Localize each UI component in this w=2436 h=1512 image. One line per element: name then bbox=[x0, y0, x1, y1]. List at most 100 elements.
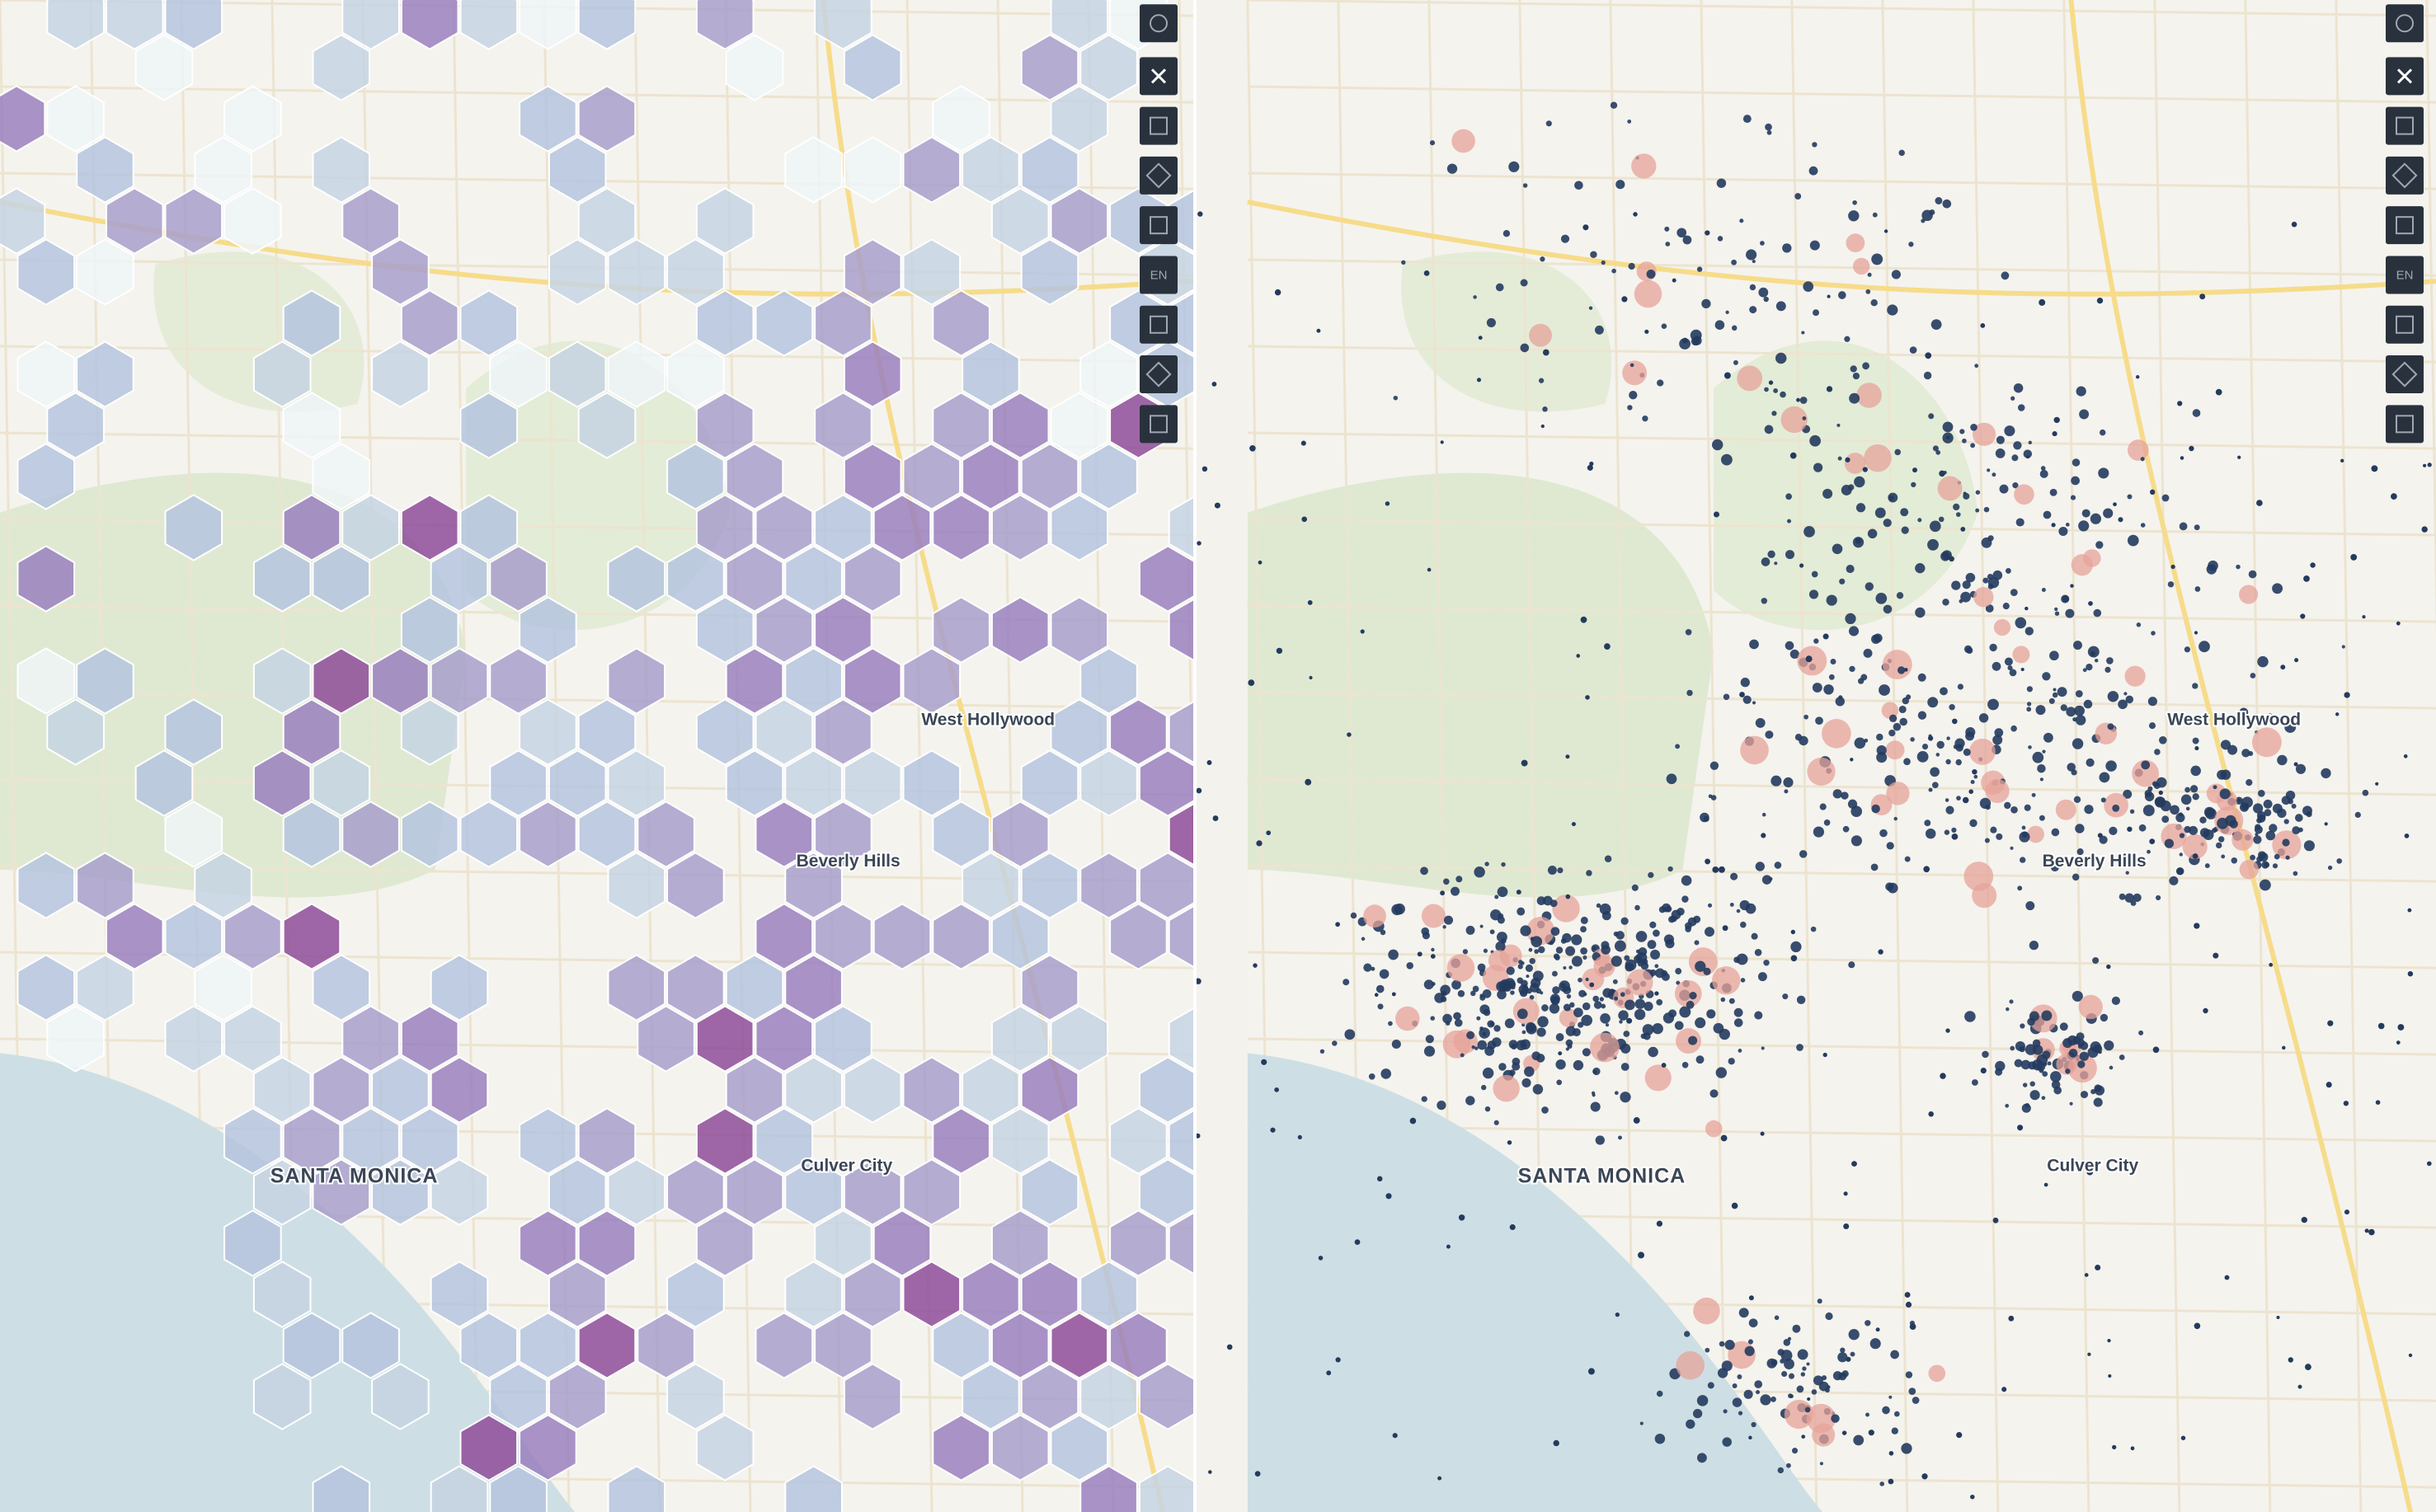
map-control-button[interactable] bbox=[1140, 106, 1178, 145]
dot bbox=[2050, 1071, 2062, 1082]
dot bbox=[1724, 1340, 1735, 1350]
dot bbox=[1649, 921, 1657, 929]
dot bbox=[1761, 875, 1772, 885]
dot bbox=[2076, 848, 2084, 856]
dot bbox=[1276, 647, 1283, 655]
map-control-button[interactable] bbox=[1140, 405, 1178, 444]
dot bbox=[2272, 583, 2283, 594]
map-control-button[interactable] bbox=[2386, 355, 2424, 394]
road bbox=[1247, 85, 2436, 104]
hexagon bbox=[1199, 852, 1256, 918]
dot bbox=[2035, 705, 2046, 716]
dot bbox=[1529, 957, 1535, 965]
dot bbox=[2377, 1022, 2385, 1030]
dot bbox=[1863, 648, 1873, 658]
dot bbox=[1639, 1421, 1644, 1425]
map-control-button[interactable] bbox=[1140, 57, 1178, 96]
dot bbox=[1738, 1049, 1742, 1053]
map-control-button[interactable] bbox=[2386, 206, 2424, 245]
language-label: EN bbox=[2396, 268, 2414, 282]
dot bbox=[1826, 594, 1837, 606]
map-control-button[interactable] bbox=[2386, 106, 2424, 145]
dot bbox=[1974, 364, 1979, 369]
dot bbox=[1628, 262, 1635, 270]
dot bbox=[1786, 1463, 1791, 1468]
dot bbox=[2078, 520, 2090, 532]
dot bbox=[1944, 829, 1950, 835]
dot bbox=[1686, 1000, 1695, 1009]
dot bbox=[2039, 298, 2046, 306]
dot bbox=[2391, 493, 2397, 500]
map-control-button[interactable] bbox=[2386, 57, 2424, 96]
dot bbox=[1248, 679, 1255, 686]
dot bbox=[1732, 1383, 1738, 1388]
dot bbox=[2086, 758, 2095, 768]
hexagon bbox=[932, 801, 990, 868]
hexagon bbox=[548, 1158, 607, 1226]
dot bbox=[1852, 257, 1870, 275]
dot bbox=[1928, 1111, 1934, 1117]
dot bbox=[1807, 1397, 1811, 1402]
hexagon bbox=[519, 698, 577, 766]
close-icon bbox=[1150, 68, 1167, 84]
hexagon bbox=[932, 494, 990, 561]
dot bbox=[1344, 1029, 1356, 1040]
dot bbox=[1521, 1078, 1531, 1087]
map-control-button[interactable] bbox=[2386, 156, 2424, 195]
hexagon bbox=[755, 289, 814, 357]
road bbox=[2335, 0, 2363, 1512]
map-control-button[interactable] bbox=[1140, 4, 1178, 43]
dot bbox=[2341, 645, 2345, 649]
hexagon bbox=[755, 596, 814, 664]
dot bbox=[1520, 925, 1531, 937]
dot bbox=[1388, 949, 1399, 960]
dot bbox=[2043, 732, 2053, 743]
hexagon bbox=[1138, 545, 1193, 613]
dot bbox=[2050, 862, 2059, 872]
map-control-button[interactable] bbox=[2386, 4, 2424, 43]
button-bg bbox=[1140, 256, 1178, 294]
dot bbox=[1360, 629, 1365, 634]
dot bbox=[1633, 212, 1638, 217]
dot bbox=[2025, 901, 2035, 911]
dot bbox=[1716, 178, 1727, 188]
dot bbox=[2407, 908, 2412, 913]
dot bbox=[1542, 349, 1550, 356]
dot bbox=[1518, 984, 1529, 995]
hexagon bbox=[164, 1005, 223, 1073]
dot bbox=[1332, 1040, 1338, 1046]
dot bbox=[1760, 241, 1765, 246]
dot bbox=[1921, 1473, 1928, 1480]
dot bbox=[1580, 916, 1588, 924]
map-control-button[interactable]: EN bbox=[1140, 256, 1178, 294]
dot bbox=[2375, 1100, 2381, 1106]
dot bbox=[2403, 754, 2408, 758]
map-control-button[interactable]: EN bbox=[2386, 256, 2424, 294]
map-control-button[interactable] bbox=[2386, 405, 2424, 444]
dot bbox=[1620, 1063, 1629, 1071]
hexagon bbox=[962, 1056, 1020, 1124]
dot bbox=[1761, 833, 1766, 838]
dot bbox=[1626, 1017, 1633, 1024]
dot bbox=[1612, 979, 1618, 984]
dot bbox=[2147, 786, 2153, 791]
dot bbox=[1676, 1350, 1705, 1380]
map-control-button[interactable] bbox=[1140, 305, 1178, 344]
map-control-button[interactable] bbox=[1140, 156, 1178, 195]
dot bbox=[1589, 982, 1595, 988]
map-control-button[interactable] bbox=[1140, 206, 1178, 245]
dot bbox=[1811, 571, 1818, 578]
dot bbox=[1550, 899, 1558, 908]
map-control-button[interactable] bbox=[1140, 355, 1178, 394]
dot bbox=[1618, 1010, 1629, 1021]
dot bbox=[1730, 872, 1738, 880]
hexagon bbox=[695, 1107, 755, 1175]
dot bbox=[1846, 1356, 1851, 1362]
map-control-button[interactable] bbox=[2386, 305, 2424, 344]
dot bbox=[1497, 989, 1507, 1000]
dot bbox=[1458, 1214, 1465, 1221]
dot bbox=[2239, 585, 2259, 604]
dot bbox=[1755, 862, 1765, 871]
dot bbox=[2426, 1161, 2432, 1167]
